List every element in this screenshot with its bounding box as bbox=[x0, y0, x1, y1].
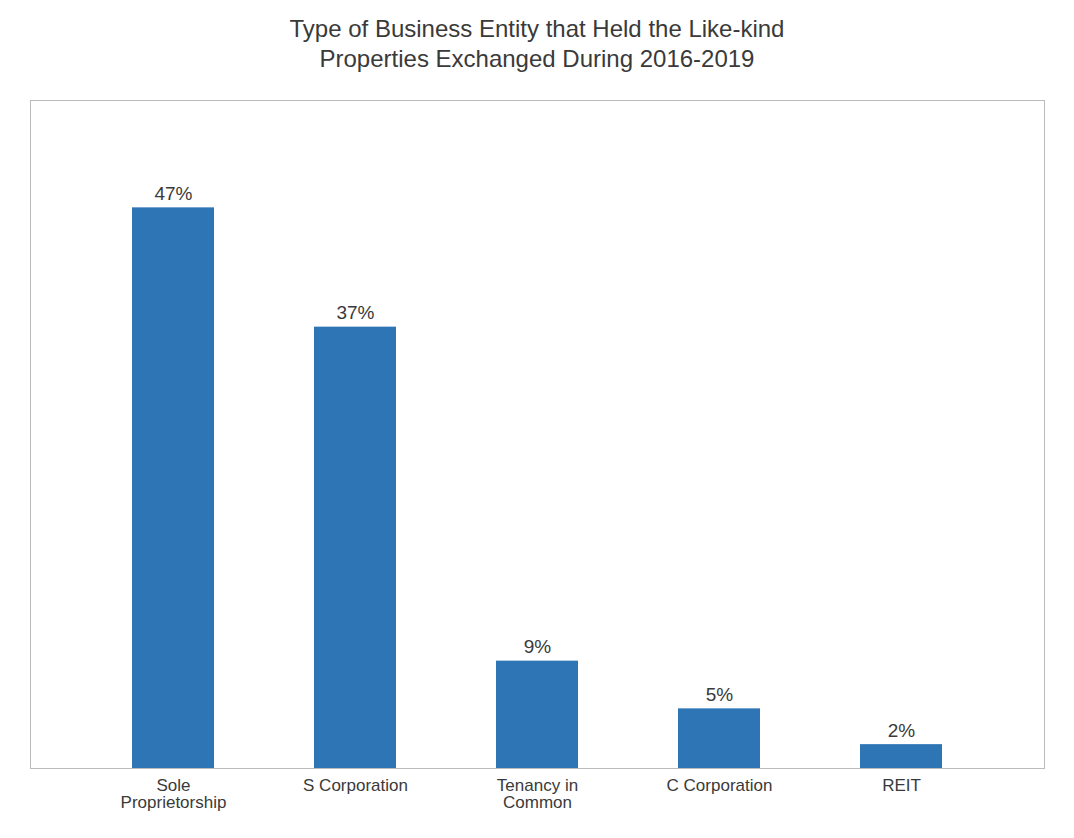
svg-text:2%: 2% bbox=[888, 720, 916, 741]
svg-text:9%: 9% bbox=[524, 636, 552, 657]
html-text:Type of Business Entity that H: Type of Business Entity that Held the Li… bbox=[289, 15, 785, 72]
svg-text:REIT: REIT bbox=[882, 776, 921, 795]
svg-text:S Corporation: S Corporation bbox=[303, 776, 408, 795]
svg-text:Tenancy inCommon: Tenancy inCommon bbox=[497, 776, 578, 812]
svg-text:C Corporation: C Corporation bbox=[667, 776, 773, 795]
svg-text:47%: 47% bbox=[154, 183, 192, 204]
svg-text:37%: 37% bbox=[336, 302, 374, 323]
svg-text:5%: 5% bbox=[706, 684, 734, 705]
svg-text:SoleProprietorship: SoleProprietorship bbox=[121, 776, 227, 812]
